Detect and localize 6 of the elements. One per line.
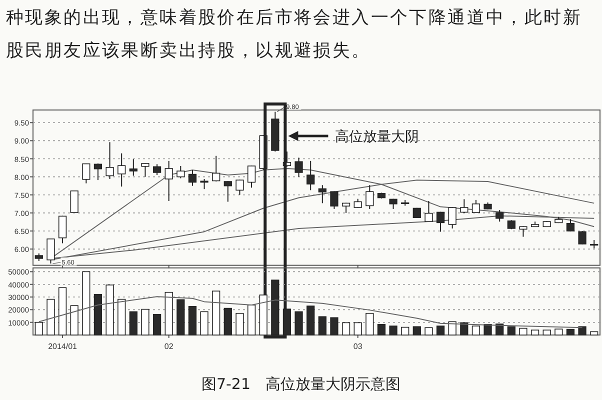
x-tick-label: 2014/01 (48, 342, 78, 351)
x-tick-label: 02 (164, 342, 174, 351)
text: 种现象的出现，意味着股价在后市将会进入一个下降通道中，此时新股民朋友应该果断卖出持股，以规避损失。 (6, 7, 583, 63)
x-tick-label: 03 (353, 342, 363, 351)
text: 图7-21 高位放量大阴示意图 (201, 375, 401, 393)
annotation: 高位放量大阴 (335, 129, 420, 145)
